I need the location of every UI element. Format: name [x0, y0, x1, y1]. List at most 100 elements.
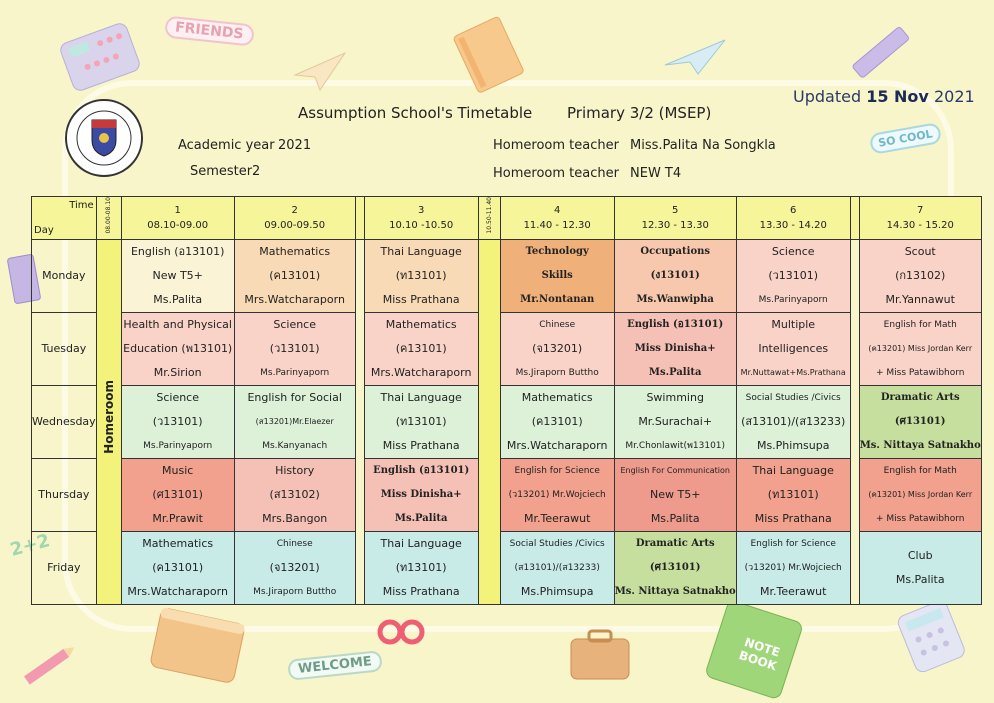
subject-name: English (อ13101)	[130, 244, 225, 258]
class-name: Primary 3/2 (MSEP)	[567, 104, 712, 122]
subject-code: (ค13201) Miss Jordan Kerr	[868, 343, 973, 353]
subject-code: (ว13201) Mr.Wojciech	[744, 562, 842, 573]
lunch-time-header: 10.50-11.40	[477, 196, 501, 240]
subject-name: English For Communication	[620, 465, 730, 475]
teacher-name: Ms. Nittaya Satnakho	[614, 585, 736, 597]
subject-code: (ส13101)/(ส13233)	[741, 414, 846, 428]
subject-name: Occupations	[640, 245, 711, 257]
class-cell: Technology Skills Mr.Nontanan	[499, 238, 615, 313]
subject-code: (ศ13101)	[152, 487, 203, 501]
class-cell: Dramatic Arts (ศ13101) Ms. Nittaya Satnakh…	[613, 530, 737, 605]
subject-code: (ค13201) Miss Jordan Kerr	[868, 489, 973, 499]
bag-icon	[570, 629, 630, 680]
period-time: 12.30 - 13.30	[641, 219, 709, 231]
class-cell: English for Science (ว13201) Mr.Wojciech M…	[499, 457, 615, 532]
class-cell: Occupations (ง13101) Ms.Wanwipha	[613, 238, 737, 313]
teacher-name: Mr.Prawit	[152, 511, 203, 525]
class-cell: English (อ13101) Miss Dinisha+ Ms.Palita	[613, 311, 737, 386]
teacher-name: Miss Prathana	[754, 511, 832, 525]
subject-code: (จ13201)	[269, 560, 320, 574]
time-label: Time	[69, 200, 94, 211]
subject-code: (ท13101)	[767, 487, 819, 501]
subject-name: English for Math	[883, 319, 957, 330]
period-header-4: 4 11.40 - 12.30	[499, 196, 615, 240]
subject-name: Thai Language	[380, 536, 462, 550]
subject-code: (ส13102)	[269, 487, 320, 501]
day-row: Thursday Music (ศ13101) Mr.Prawit History (ส1…	[31, 457, 982, 532]
subject-code: (ว13101)	[768, 268, 819, 282]
class-cell: English For Communication New T5+ Ms.Palit…	[613, 457, 737, 532]
teacher-name: Ms.Phimsupa	[520, 584, 594, 598]
class-cell: Science (ว13101) Ms.Parinyaporn	[735, 238, 851, 313]
subject-code: Mr.Surachai+	[638, 414, 713, 428]
period-time: 14.30 - 15.20	[886, 219, 954, 231]
subject-code: (ส13201)Mr.Elaezer	[255, 416, 334, 426]
class-cell: Club Ms.Palita	[858, 530, 982, 605]
subject-code: (ก13102)	[895, 268, 946, 282]
school-logo	[65, 99, 143, 177]
homeroom-time-header: 08.00-08.10	[95, 196, 122, 240]
teacher-name: Ms.Jiraporn Buttho	[515, 367, 599, 378]
semester-value: 2	[252, 164, 261, 179]
calculator-icon	[60, 23, 140, 91]
subject-name: Thai Language	[380, 244, 462, 258]
period-time: 13.30 - 14.20	[759, 219, 827, 231]
subject-name: English (อ13101)	[373, 464, 470, 476]
subject-code: (ท13101)	[395, 414, 447, 428]
teacher-name: Mr.Nontanan	[520, 293, 595, 305]
teacher-name: Ms.Phimsupa	[756, 438, 830, 452]
homeroom-label: Homeroom	[101, 380, 116, 454]
academic-year: 2021	[278, 138, 312, 153]
subject-name: English for Science	[750, 538, 836, 549]
period-number: 1	[174, 204, 181, 216]
subject-name: Mathematics	[259, 244, 331, 258]
teacher-name: Mrs.Bangon	[262, 511, 328, 525]
subject-name: Science	[273, 317, 317, 331]
class-cell: Music (ศ13101) Mr.Prawit	[120, 457, 235, 532]
subject-code: Ms.Palita	[895, 572, 945, 586]
day-row: Wednesday Science (ว13101) Ms.Parinyaporn En…	[31, 384, 982, 459]
pencil-icon	[24, 647, 75, 685]
timetable-title: Assumption School's Timetable	[298, 104, 533, 122]
subject-name: Dramatic Arts	[635, 537, 715, 549]
teacher-name: Ms.Palita	[394, 512, 448, 524]
teacher-name: + Miss Patawibhorn	[875, 513, 965, 524]
class-cell: Multiple Intelligences Mr.Nuttawat+Ms.Prat…	[735, 311, 851, 386]
teacher-name: Mr.Yannawut	[885, 292, 955, 306]
time-day-header: Time Day	[31, 196, 97, 240]
subject-name: Chinese	[539, 319, 576, 330]
subject-code: (ท13101)	[395, 268, 447, 282]
class-cell: English for Science (ว13201) Mr.Wojciech M…	[735, 530, 851, 605]
subject-code: Education (พ13101)	[123, 341, 233, 355]
period-header-6: 6 13.30 - 14.20	[735, 196, 851, 240]
class-cell: Thai Language (ท13101) Miss Prathana	[363, 384, 479, 459]
homeroom-teacher-2: NEW T4	[630, 166, 682, 181]
subject-name: English for Science	[514, 465, 600, 476]
lunch-column	[477, 238, 501, 605]
subject-name: English for Social	[247, 390, 342, 404]
class-cell: Thai Language (ท13101) Miss Prathana	[363, 238, 479, 313]
teacher-name: Mrs.Watcharaporn	[127, 584, 228, 598]
friends-sticker: FRIENDS	[164, 15, 255, 47]
period-header-2: 2 09.00-09.50	[233, 196, 356, 240]
subject-name: Health and Physical	[123, 317, 232, 331]
scissors-icon	[377, 619, 425, 645]
teacher-name: Miss Prathana	[382, 584, 460, 598]
paper-plane-icon	[293, 51, 347, 92]
subject-code: Miss Dinisha+	[380, 488, 462, 500]
class-cell: English for Social (ส13201)Mr.Elaezer Ms.K…	[233, 384, 356, 459]
homeroom-time: 08.00-08.10	[105, 197, 113, 234]
subject-code: (ค13101)	[152, 560, 204, 574]
updated-label: Updated	[793, 87, 862, 106]
subject-name: Mathematics	[521, 390, 593, 404]
subject-name: Thai Language	[752, 463, 834, 477]
subject-code: (ค13101)	[269, 268, 321, 282]
period-time: 08.10-09.00	[147, 219, 209, 231]
subject-name: Mathematics	[385, 317, 457, 331]
class-cell: Mathematics (ค13101) Mrs.Watcharaporn	[120, 530, 235, 605]
timetable: Time Day 08.00-08.10 1 08.10-09.00 2 09.00…	[31, 196, 982, 605]
subject-code: (ศ13101)	[894, 415, 946, 427]
period-time: 10.10 -10.50	[389, 219, 454, 231]
subject-name: Dramatic Arts	[880, 391, 960, 403]
day-name: Wednesday	[31, 384, 97, 459]
